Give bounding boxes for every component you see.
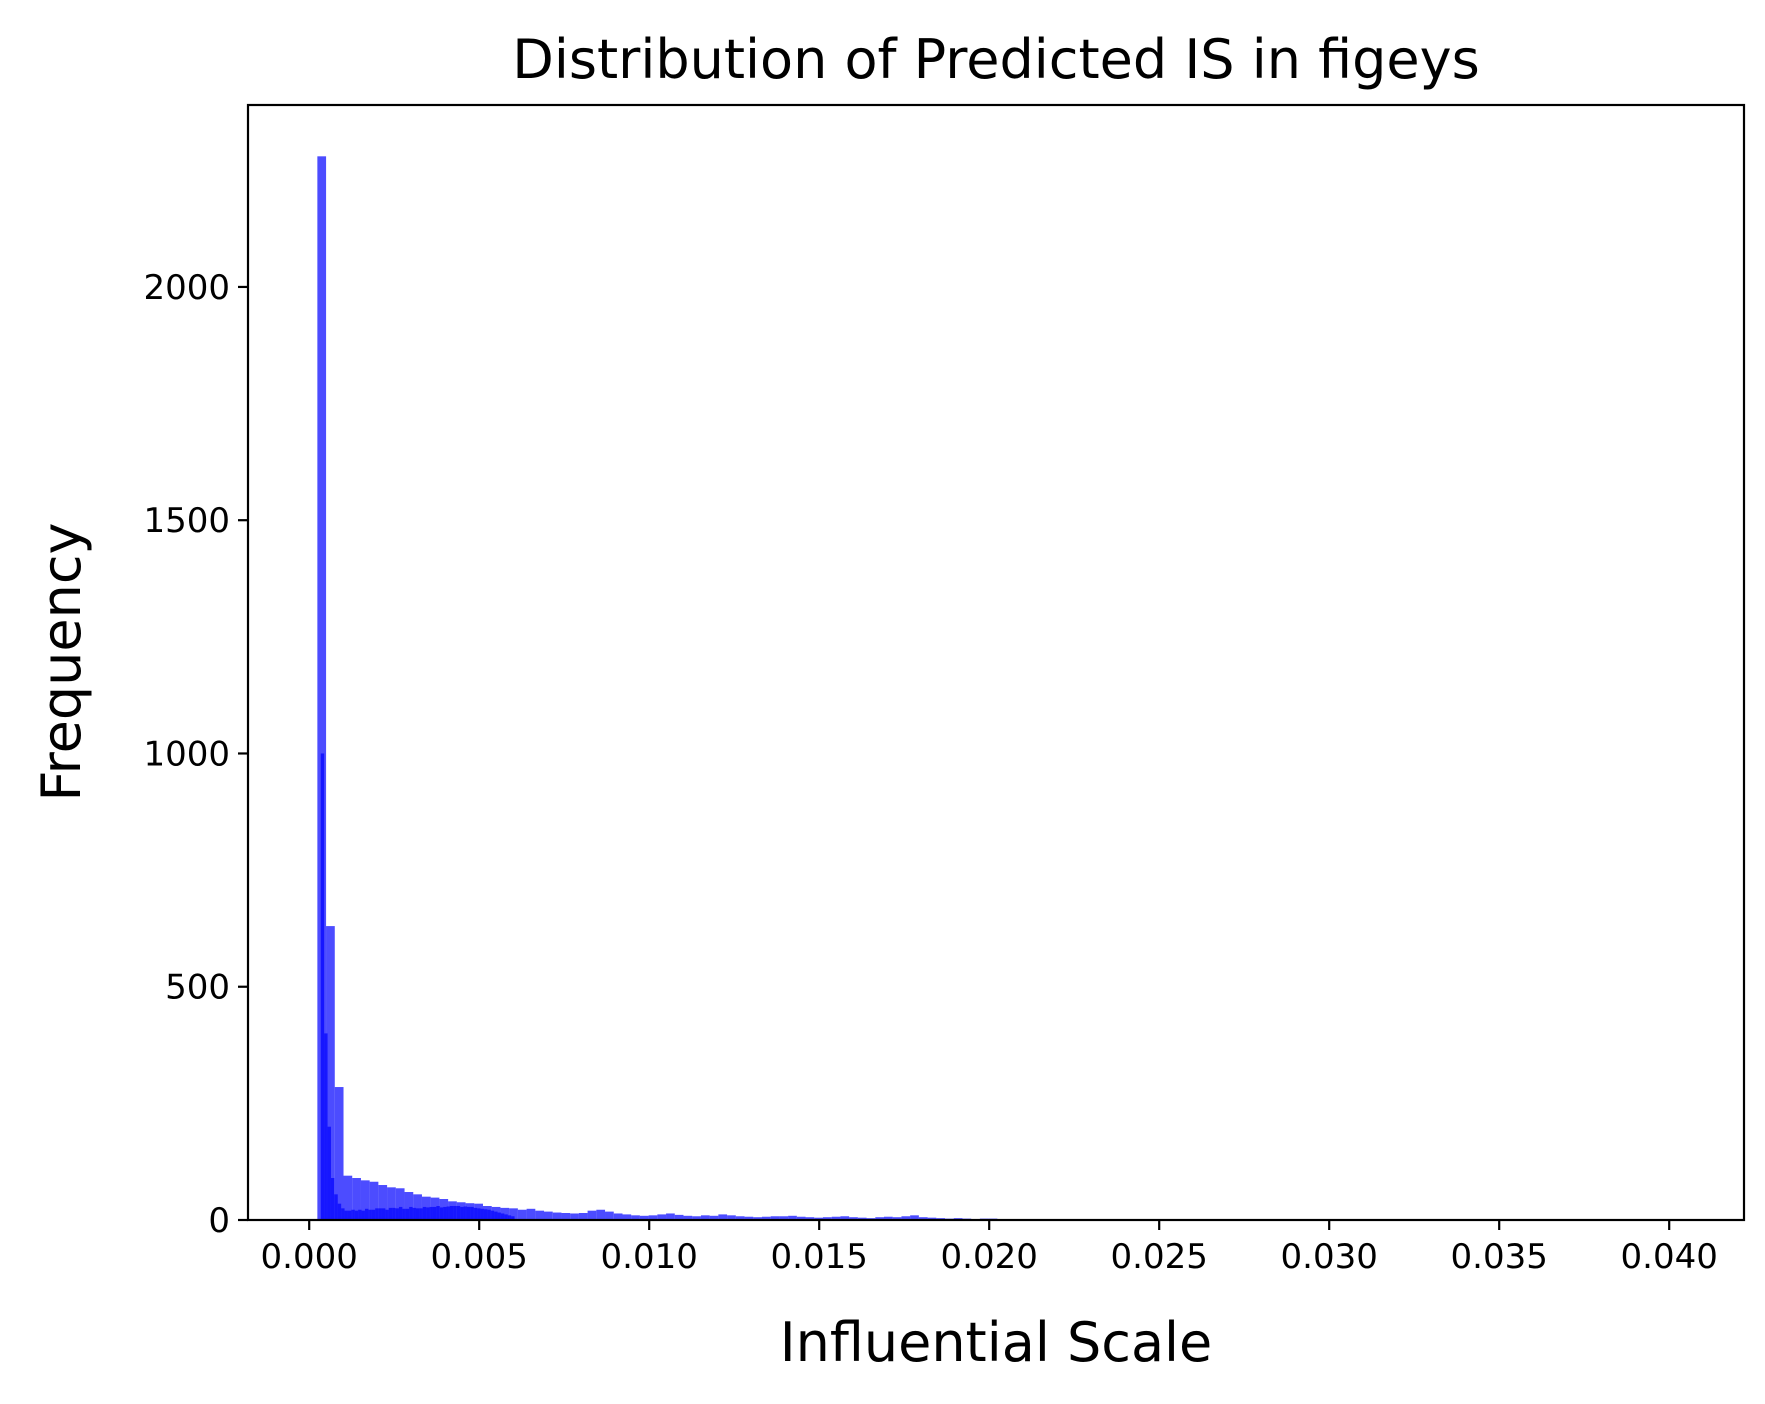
- histogram-bar: [362, 1211, 365, 1220]
- histogram-bar: [331, 1178, 334, 1220]
- histogram-bar: [338, 1204, 341, 1220]
- histogram-bar: [358, 1210, 361, 1220]
- histogram-bar: [450, 1206, 453, 1220]
- y-tick-label: 2000: [143, 268, 230, 308]
- histogram-bar: [399, 1207, 402, 1220]
- histogram-bar: [416, 1208, 419, 1220]
- histogram-bar: [436, 1206, 439, 1220]
- histogram-bar: [470, 1207, 473, 1220]
- histogram-bar: [379, 1208, 382, 1220]
- histogram-bar: [355, 1211, 358, 1220]
- histogram-bar: [348, 1211, 351, 1220]
- histogram-bar: [453, 1206, 456, 1220]
- x-axis-label: Influential Scale: [780, 1311, 1213, 1374]
- histogram-bar: [406, 1209, 409, 1220]
- x-tick-label: 0.000: [261, 1237, 358, 1277]
- histogram-bar: [491, 1211, 494, 1220]
- histogram-bar: [328, 1127, 331, 1220]
- histogram-bar: [413, 1208, 416, 1220]
- x-tick-label: 0.040: [1621, 1237, 1718, 1277]
- histogram-bar: [440, 1207, 443, 1220]
- histogram-bar: [553, 1213, 562, 1220]
- x-tick-label: 0.025: [1111, 1237, 1208, 1277]
- y-tick-label: 1000: [143, 734, 230, 774]
- y-tick-label: 500: [165, 968, 230, 1008]
- histogram-bar: [396, 1208, 399, 1220]
- histogram-bar: [368, 1210, 371, 1220]
- histogram-bar: [402, 1209, 405, 1220]
- histogram-bar: [443, 1207, 446, 1220]
- x-tick-label: 0.030: [1281, 1237, 1378, 1277]
- histogram-bar: [447, 1206, 450, 1220]
- x-tick-label: 0.005: [431, 1237, 528, 1277]
- y-tick-label: 0: [208, 1201, 230, 1241]
- histogram-bar: [334, 1194, 337, 1220]
- histogram-bar: [433, 1207, 436, 1220]
- histogram-bar: [419, 1208, 422, 1220]
- histogram-bar: [385, 1210, 388, 1220]
- x-tick-label: 0.015: [771, 1237, 868, 1277]
- histogram-bar: [460, 1207, 463, 1220]
- histogram-bar: [423, 1207, 426, 1220]
- chart-title: Distribution of Predicted IS in figeys: [512, 28, 1479, 91]
- y-tick-label: 1500: [143, 501, 230, 541]
- y-axis-label: Frequency: [30, 523, 93, 802]
- histogram-bar: [588, 1211, 597, 1220]
- histogram-bar: [596, 1210, 605, 1220]
- histogram-bar: [474, 1208, 477, 1220]
- histogram-bar: [605, 1212, 614, 1220]
- x-tick-label: 0.020: [941, 1237, 1038, 1277]
- x-axis-ticks: 0.000 0.005 0.010 0.015 0.020 0.025 0.030 0.035…: [261, 1220, 1718, 1277]
- histogram-bar: [365, 1209, 368, 1220]
- x-tick-label: 0.010: [601, 1237, 698, 1277]
- histogram-bar: [409, 1207, 412, 1220]
- histogram-bar: [372, 1210, 375, 1220]
- histogram-bar: [527, 1209, 536, 1220]
- histogram-bar: [430, 1207, 433, 1220]
- histogram-bar: [487, 1210, 490, 1220]
- histogram-bar: [481, 1209, 484, 1220]
- histogram-bar: [324, 1033, 327, 1220]
- histogram-bar: [464, 1206, 467, 1220]
- histogram-bar: [518, 1210, 527, 1220]
- histogram-bar: [535, 1211, 544, 1220]
- x-tick-label: 0.035: [1451, 1237, 1548, 1277]
- histogram-bar: [477, 1208, 480, 1220]
- histogram-bar: [351, 1210, 354, 1220]
- histogram-bar: [498, 1213, 501, 1220]
- histogram-bar: [345, 1211, 348, 1220]
- histogram-bar: [341, 1208, 344, 1220]
- histogram-bar: [382, 1208, 385, 1220]
- histogram-bar: [375, 1208, 378, 1220]
- histogram-bar: [457, 1206, 460, 1220]
- histogram-bar: [389, 1208, 392, 1220]
- histogram-bar: [392, 1208, 395, 1220]
- histogram-bar: [544, 1212, 553, 1220]
- histogram-bar: [467, 1207, 470, 1220]
- histogram-bar: [426, 1207, 429, 1220]
- histogram-bar: [484, 1209, 487, 1220]
- histogram-bar: [494, 1212, 497, 1220]
- histogram-bar: [321, 753, 324, 1220]
